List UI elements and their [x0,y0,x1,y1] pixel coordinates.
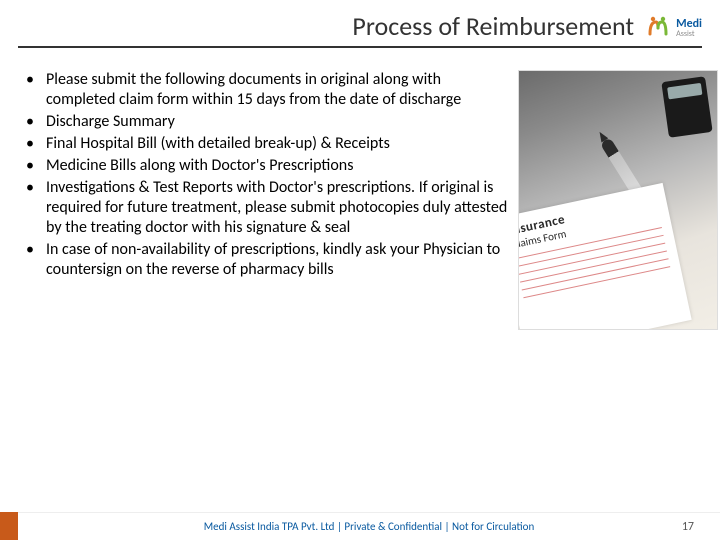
list-item-text: Investigations & Test Reports with Docto… [46,178,514,238]
form-line [520,250,667,282]
bullet-list: •Please submit the following documents i… [24,70,514,330]
form-line [523,266,670,298]
list-item: •In case of non-availability of prescrip… [24,240,514,280]
list-item-text: Please submit the following documents in… [46,70,514,110]
logo-text: MediAssist [676,18,702,38]
header: Process of Reimbursement MediAssist [0,0,720,46]
list-item-text: Final Hospital Bill (with detailed break… [46,134,514,154]
illustration: Insurance Claims Form [518,70,718,330]
list-item-text: In case of non-availability of prescript… [46,240,514,280]
page-title: Process of Reimbursement [352,10,634,42]
bullet-icon: • [24,112,46,132]
form-line [518,243,665,275]
calculator-icon [661,76,712,138]
footer-bar: Medi Assist India TPA Pvt. Ltd | Private… [18,512,720,540]
footer-accent [0,512,18,540]
bullet-icon: • [24,156,46,176]
list-item: •Final Hospital Bill (with detailed brea… [24,134,514,154]
list-item-text: Medicine Bills along with Doctor's Presc… [46,156,514,176]
logo-mark-icon [644,14,672,42]
list-item: •Please submit the following documents i… [24,70,514,110]
content: •Please submit the following documents i… [0,48,720,330]
form-paper: Insurance Claims Form [518,183,692,330]
footer-text: Medi Assist India TPA Pvt. Ltd | Private… [204,520,535,533]
bullet-icon: • [24,178,46,238]
bullet-icon: • [24,134,46,154]
list-item: •Investigations & Test Reports with Doct… [24,178,514,238]
page-number: 17 [682,520,694,534]
slide: Process of Reimbursement MediAssist •Ple… [0,0,720,540]
form-line [522,258,669,290]
bullet-icon: • [24,70,46,110]
bullet-icon: • [24,240,46,280]
footer: Medi Assist India TPA Pvt. Ltd | Private… [0,512,720,540]
list-item-text: Discharge Summary [46,112,514,132]
list-item: •Medicine Bills along with Doctor's Pres… [24,156,514,176]
logo-sub: Assist [676,30,702,38]
list-item: •Discharge Summary [24,112,514,132]
logo: MediAssist [644,14,702,42]
